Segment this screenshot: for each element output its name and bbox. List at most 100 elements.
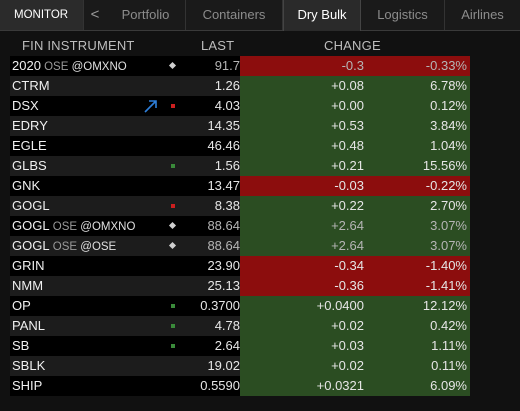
last-price: 25.13 bbox=[207, 278, 240, 293]
change-percent: -0.33% bbox=[370, 56, 470, 76]
change-percent: 12.12% bbox=[370, 296, 470, 316]
table-row[interactable]: OP 0.3700 +0.0400 12.12% bbox=[10, 296, 470, 316]
diamond-marker-icon bbox=[168, 241, 177, 250]
change-value: +2.64 bbox=[240, 216, 370, 236]
monitor-button[interactable]: MONITOR bbox=[0, 0, 84, 30]
instrument-symbol: CTRM bbox=[12, 78, 50, 93]
table-row[interactable]: 2020 OSE @OMXNO 91.7 -0.3 -0.33% bbox=[10, 56, 470, 76]
instrument-name: EGLE bbox=[10, 136, 240, 156]
change-percent: -0.22% bbox=[370, 176, 470, 196]
back-arrow-icon[interactable]: < bbox=[90, 6, 100, 23]
table-row[interactable]: SHIP 0.5590 +0.0321 6.09% bbox=[10, 376, 470, 396]
change-percent: 15.56% bbox=[370, 156, 470, 176]
instrument-name: GOGL bbox=[10, 196, 240, 216]
last-price: 2.64 bbox=[214, 338, 240, 353]
table-row[interactable]: DSX 4.03 +0.00 0.12% bbox=[10, 96, 470, 116]
change-value: +0.00 bbox=[240, 96, 370, 116]
instrument-name: DSX bbox=[10, 96, 240, 116]
instrument-market: OSE bbox=[49, 241, 81, 253]
table-row[interactable]: EDRY 14.35 +0.53 3.84% bbox=[10, 116, 470, 136]
last-price: 1.56 bbox=[214, 158, 240, 173]
change-value: +0.02 bbox=[240, 316, 370, 336]
green-square-marker-icon bbox=[171, 304, 175, 308]
instrument-symbol: SB bbox=[12, 338, 30, 353]
change-percent: -1.41% bbox=[370, 276, 470, 296]
instrument-symbol: DSX bbox=[12, 98, 39, 113]
instrument-exchange: @OMXNO bbox=[80, 221, 136, 233]
tab-portfolio[interactable]: Portfolio bbox=[106, 0, 186, 30]
table-row[interactable]: CTRM 1.26 +0.08 6.78% bbox=[10, 76, 470, 96]
last-price: 88.64 bbox=[207, 218, 240, 233]
table-row[interactable]: GOGL OSE @OMXNO 88.64 +2.64 3.07% bbox=[10, 216, 470, 236]
change-value: +0.0400 bbox=[240, 296, 370, 316]
instrument-symbol: 2020 bbox=[12, 58, 41, 73]
green-square-marker-icon bbox=[171, 324, 175, 328]
instrument-name: GOGL OSE @OSE bbox=[10, 236, 240, 256]
tab-containers[interactable]: Containers bbox=[186, 0, 283, 30]
change-percent: 0.11% bbox=[370, 356, 470, 376]
instrument-symbol: NMM bbox=[12, 278, 44, 293]
change-percent: 2.70% bbox=[370, 196, 470, 216]
change-percent: 3.07% bbox=[370, 236, 470, 256]
instrument-symbol: OP bbox=[12, 298, 31, 313]
instrument-name: NMM bbox=[10, 276, 240, 296]
table-row[interactable]: GNK 13.47 -0.03 -0.22% bbox=[10, 176, 470, 196]
instrument-name: OP bbox=[10, 296, 240, 316]
instrument-name: EDRY bbox=[10, 116, 240, 136]
last-price: 8.38 bbox=[214, 198, 240, 213]
change-value: +0.0321 bbox=[240, 376, 370, 396]
red-square-marker-icon bbox=[171, 204, 175, 208]
change-value: -0.03 bbox=[240, 176, 370, 196]
column-last[interactable]: LAST bbox=[201, 38, 235, 53]
table-row[interactable]: GRIN 23.90 -0.34 -1.40% bbox=[10, 256, 470, 276]
green-square-marker-icon bbox=[171, 344, 175, 348]
change-percent: 3.84% bbox=[370, 116, 470, 136]
table-row[interactable]: GLBS 1.56 +0.21 15.56% bbox=[10, 156, 470, 176]
change-percent: 3.07% bbox=[370, 216, 470, 236]
up-arrow-icon bbox=[144, 100, 157, 113]
last-price: 0.5590 bbox=[200, 378, 240, 393]
table-row[interactable]: SB 2.64 +0.03 1.11% bbox=[10, 336, 470, 356]
column-change[interactable]: CHANGE bbox=[324, 38, 381, 53]
tab-dry-bulk[interactable]: Dry Bulk bbox=[283, 0, 361, 31]
tab-airlines[interactable]: Airlines bbox=[461, 7, 504, 22]
instrument-exchange: @OMXNO bbox=[71, 61, 127, 73]
instrument-market: OSE bbox=[49, 221, 81, 233]
change-percent: 1.11% bbox=[370, 336, 470, 356]
green-square-marker-icon bbox=[171, 164, 175, 168]
instrument-name: SBLK bbox=[10, 356, 240, 376]
instrument-symbol: GOGL bbox=[12, 218, 50, 233]
instrument-name: GNK bbox=[10, 176, 240, 196]
instrument-name: SHIP bbox=[10, 376, 240, 396]
table-row[interactable]: PANL 4.78 +0.02 0.42% bbox=[10, 316, 470, 336]
table-row[interactable]: SBLK 19.02 +0.02 0.11% bbox=[10, 356, 470, 376]
last-price: 1.26 bbox=[214, 78, 240, 93]
instrument-market: OSE bbox=[40, 61, 72, 73]
red-square-marker-icon bbox=[171, 104, 175, 108]
last-price: 88.64 bbox=[207, 238, 240, 253]
table-row[interactable]: EGLE 46.46 +0.48 1.04% bbox=[10, 136, 470, 156]
last-price: 13.47 bbox=[207, 178, 240, 193]
table-row[interactable]: GOGL OSE @OSE 88.64 +2.64 3.07% bbox=[10, 236, 470, 256]
tab-logistics[interactable]: Logistics bbox=[361, 0, 445, 30]
instrument-symbol: EDRY bbox=[12, 118, 48, 133]
instrument-symbol: PANL bbox=[12, 318, 45, 333]
change-percent: -1.40% bbox=[370, 256, 470, 276]
instrument-symbol: GOGL bbox=[12, 198, 50, 213]
instrument-symbol: GLBS bbox=[12, 158, 47, 173]
tab-bar: MONITOR < Portfolio Containers Dry Bulk … bbox=[0, 0, 520, 31]
instrument-name: GLBS bbox=[10, 156, 240, 176]
change-value: +2.64 bbox=[240, 236, 370, 256]
last-price: 19.02 bbox=[207, 358, 240, 373]
table-row[interactable]: NMM 25.13 -0.36 -1.41% bbox=[10, 276, 470, 296]
table-row[interactable]: GOGL 8.38 +0.22 2.70% bbox=[10, 196, 470, 216]
change-value: +0.02 bbox=[240, 356, 370, 376]
instrument-name: GRIN bbox=[10, 256, 240, 276]
change-value: +0.48 bbox=[240, 136, 370, 156]
column-instrument[interactable]: FIN INSTRUMENT bbox=[22, 38, 135, 53]
change-percent: 1.04% bbox=[370, 136, 470, 156]
instrument-symbol: GOGL bbox=[12, 238, 50, 253]
change-value: +0.22 bbox=[240, 196, 370, 216]
diamond-marker-icon bbox=[168, 221, 177, 230]
instrument-name: SB bbox=[10, 336, 240, 356]
